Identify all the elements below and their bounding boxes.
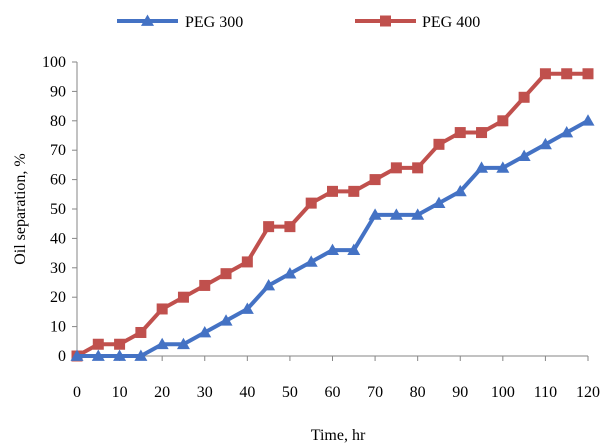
data-point [263, 221, 275, 233]
data-point [561, 68, 573, 80]
y-tick-label: 60 [50, 172, 66, 189]
x-tick-label: 120 [576, 384, 600, 401]
data-point [283, 267, 297, 279]
data-point [368, 208, 382, 220]
x-tick-label: 30 [197, 384, 213, 401]
data-point [581, 114, 595, 126]
data-point [497, 115, 509, 127]
x-tick-label: 60 [325, 384, 341, 401]
legend-item-peg-300: PEG 300 [117, 14, 243, 31]
x-tick-label: 70 [367, 384, 383, 401]
data-point [390, 162, 402, 174]
legend-marker [141, 14, 154, 26]
y-tick-label: 0 [58, 348, 66, 365]
data-point [348, 185, 360, 197]
y-tick-label: 20 [50, 289, 66, 306]
data-point [453, 184, 467, 197]
data-point [538, 137, 552, 150]
data-point [284, 221, 296, 233]
data-point [262, 278, 276, 291]
series-peg-300 [70, 114, 595, 361]
data-point [241, 256, 253, 268]
data-point [389, 208, 403, 220]
data-point [114, 338, 126, 350]
data-point [496, 161, 510, 173]
data-point [305, 197, 317, 209]
x-axis-title: Time, hr [311, 427, 366, 444]
data-point [432, 196, 446, 208]
data-point [134, 349, 148, 361]
y-tick-label: 70 [50, 142, 66, 159]
data-point [347, 243, 361, 256]
legend: PEG 300 PEG 400 [117, 14, 480, 31]
data-point [155, 337, 169, 350]
y-axis-title: Oil separation, % [12, 153, 29, 265]
y-tick-label: 10 [50, 319, 66, 336]
x-tick-label: 40 [239, 384, 255, 401]
data-point [135, 326, 147, 338]
legend-item-peg-400: PEG 400 [355, 14, 480, 31]
data-point [70, 349, 84, 361]
x-tick-label: 80 [410, 384, 426, 401]
data-point [113, 349, 127, 361]
y-tick-label: 100 [42, 54, 66, 71]
data-point [475, 161, 489, 173]
data-point [198, 325, 212, 338]
data-point [476, 127, 488, 139]
data-point [92, 338, 104, 350]
y-tick-label: 50 [50, 201, 66, 218]
data-point [412, 162, 424, 174]
data-point [539, 68, 551, 80]
data-point [220, 268, 232, 280]
x-tick-label: 0 [73, 384, 81, 401]
x-tick-label: 10 [112, 384, 128, 401]
x-tick-label: 100 [491, 384, 515, 401]
data-point [411, 208, 425, 220]
x-tick-label: 50 [282, 384, 298, 401]
y-tick-label: 40 [50, 230, 66, 247]
legend-label: PEG 300 [185, 14, 243, 31]
data-point [517, 149, 531, 161]
data-point [219, 314, 233, 326]
data-point [240, 302, 254, 314]
data-point [560, 126, 574, 138]
data-point [327, 185, 338, 197]
data-point [176, 337, 190, 350]
data-point [582, 68, 594, 80]
legend-marker [380, 15, 391, 27]
data-point [369, 174, 381, 186]
series-group [70, 68, 595, 362]
x-tick-label: 90 [452, 384, 468, 401]
data-point [433, 138, 445, 150]
x-tick-label: 20 [154, 384, 170, 401]
data-point [304, 255, 318, 267]
x-tick-label: 110 [534, 384, 557, 401]
series-line [76, 71, 588, 358]
data-point [91, 349, 105, 361]
data-point [518, 91, 530, 103]
data-point [199, 279, 211, 291]
data-point [177, 291, 189, 303]
y-tick-label: 80 [50, 113, 66, 130]
legend-label: PEG 400 [422, 14, 480, 31]
data-point [454, 127, 466, 139]
axes: 0 10 20 30 40 50 60 70 80 90 100 0 10 20 30 40 50 60 70 80 9… [42, 54, 600, 401]
data-point [326, 243, 339, 256]
data-point [156, 303, 168, 315]
y-tick-label: 90 [50, 83, 66, 100]
series-peg-400 [71, 68, 594, 362]
y-tick-label: 30 [50, 260, 66, 277]
